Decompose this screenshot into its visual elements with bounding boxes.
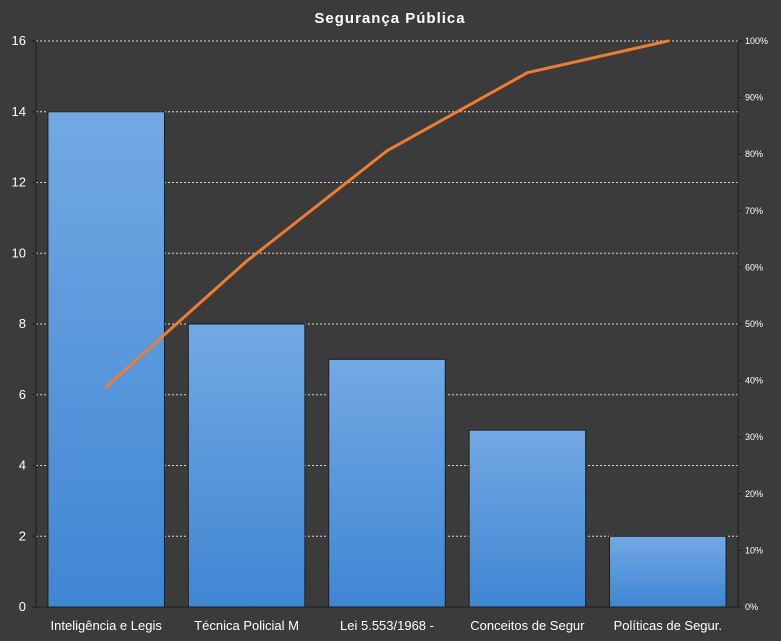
left-tick-label: 8: [19, 316, 26, 331]
bar: [468, 429, 587, 608]
left-axis-ticks: 0 2 4 6 8 10 12 14 16: [12, 33, 36, 614]
right-tick-label: 20%: [745, 489, 763, 499]
left-tick-label: 2: [19, 528, 26, 543]
left-tick-label: 6: [19, 387, 26, 402]
line-point: [104, 385, 108, 389]
cumulative-line: [104, 39, 670, 389]
line-point: [385, 149, 389, 153]
left-tick-label: 16: [12, 33, 26, 48]
left-tick-label: 14: [12, 104, 26, 119]
right-tick-label: 80%: [745, 149, 763, 159]
line-point: [245, 259, 249, 263]
bar: [609, 535, 727, 608]
bar: [328, 358, 446, 608]
right-tick-label: 50%: [745, 319, 763, 329]
category-label: Conceitos de Segur: [470, 618, 585, 633]
right-tick-label: 70%: [745, 206, 763, 216]
left-tick-label: 10: [12, 245, 26, 260]
line-point: [525, 71, 529, 75]
left-tick-label: 4: [19, 458, 26, 473]
right-tick-label: 60%: [745, 262, 763, 272]
chart-title: Segurança Pública: [314, 10, 465, 27]
right-tick-label: 40%: [745, 376, 763, 386]
category-labels: Inteligência e Legis Técnica Policial M Le…: [51, 618, 722, 633]
category-label: Lei 5.553/1968 -: [340, 618, 434, 633]
right-axis-ticks: 0% 10% 20% 30% 40% 50% 60% 70% 80% 90% 100%: [738, 36, 768, 612]
bar: [47, 111, 165, 608]
category-label: Inteligência e Legis: [51, 618, 163, 633]
right-tick-label: 30%: [745, 432, 763, 442]
left-tick-label: 12: [12, 175, 26, 190]
line-point: [666, 39, 670, 43]
bar: [187, 323, 306, 608]
right-tick-label: 0%: [745, 602, 758, 612]
right-tick-label: 100%: [745, 36, 768, 46]
category-label: Políticas de Segur.: [614, 618, 722, 633]
right-tick-label: 90%: [745, 93, 763, 103]
left-tick-label: 0: [19, 599, 26, 614]
right-tick-label: 10%: [745, 545, 763, 555]
category-label: Técnica Policial M: [194, 618, 299, 633]
